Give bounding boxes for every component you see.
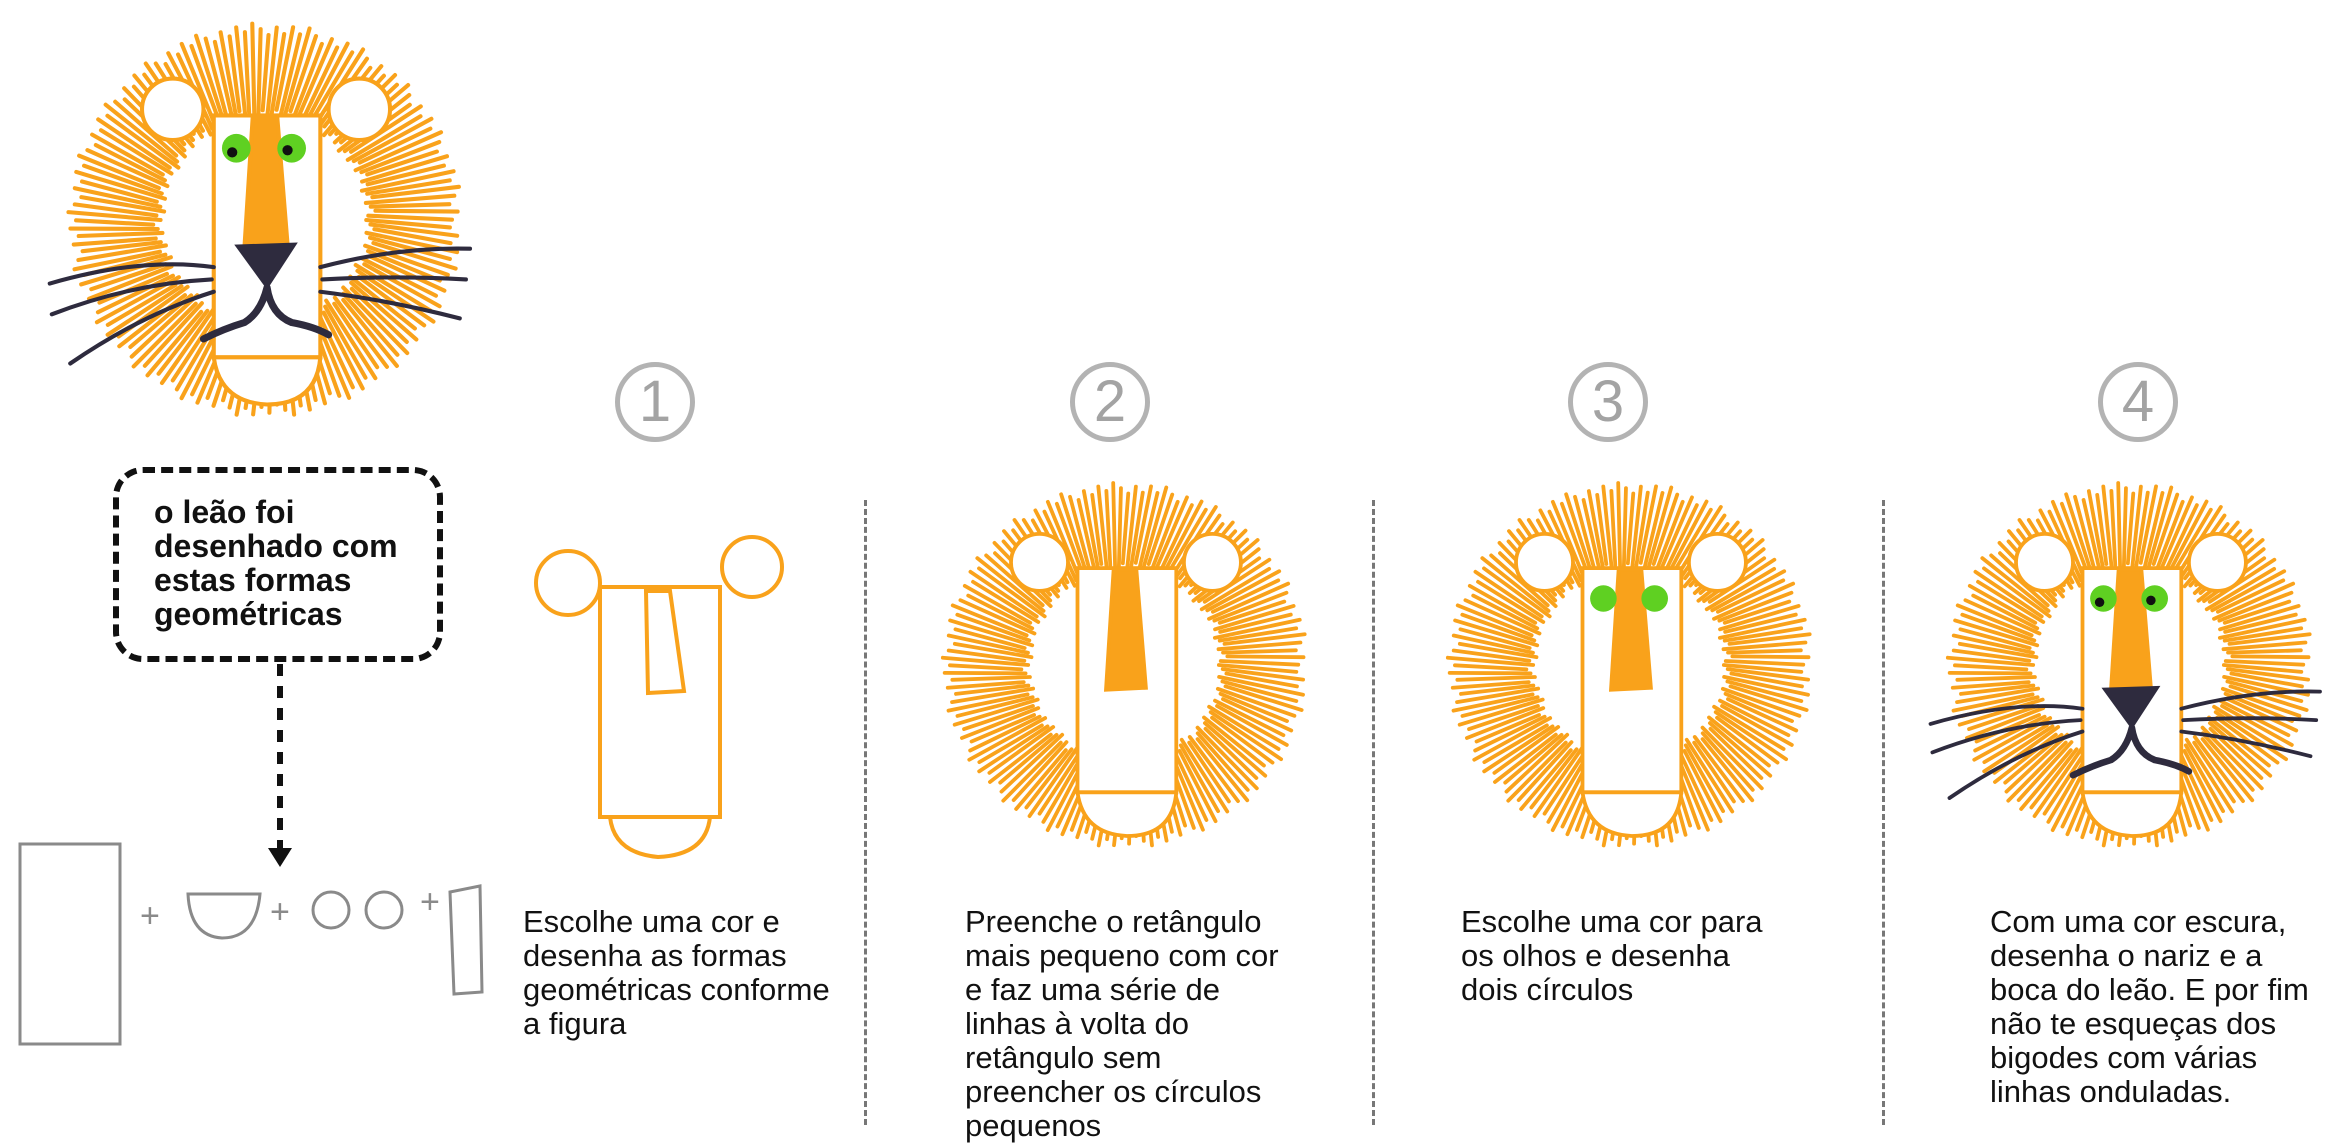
ear <box>534 549 602 617</box>
lion-illustration-step-3 <box>1445 481 1812 848</box>
mouth <box>199 284 333 343</box>
lion-illustration-step-4 <box>1928 481 2322 848</box>
nose-bridge <box>1608 568 1653 692</box>
arrow-down-icon <box>268 664 292 867</box>
step-4-number: 4 <box>2098 362 2178 442</box>
chin <box>2080 790 2184 838</box>
chin <box>1580 790 1684 838</box>
step-3-text: Escolhe uma cor para os olhos e desenha … <box>1461 904 1763 1007</box>
ear <box>720 535 784 599</box>
geometric-shapes <box>18 842 484 1046</box>
step-4-text: Com uma cor escura, desenha o nariz e a … <box>1990 904 2309 1109</box>
chin <box>211 355 323 407</box>
shape-circle-left <box>311 890 351 930</box>
pupil <box>2146 595 2156 606</box>
eye <box>1590 585 1617 612</box>
whiskers <box>1928 689 2322 800</box>
eye <box>221 133 251 163</box>
chin <box>607 815 713 860</box>
step-2-text: Preenche o retângulo mais pequeno com co… <box>965 904 1279 1143</box>
shape-circle-right <box>364 890 404 930</box>
face-rectangle <box>598 585 722 819</box>
lion-illustration-step-1 <box>534 535 784 860</box>
divider <box>864 500 867 1125</box>
eye <box>1641 585 1668 612</box>
mouth <box>2069 724 2193 779</box>
pupil <box>227 147 238 158</box>
ear <box>139 76 206 143</box>
shape-trapezoid <box>448 884 484 996</box>
divider <box>1372 500 1375 1125</box>
shape-semicircle <box>186 892 262 940</box>
pupil <box>282 145 293 156</box>
plus-sign: + <box>140 897 160 935</box>
shape-rectangle-large <box>18 842 122 1046</box>
divider <box>1882 500 1885 1125</box>
mane-strokes <box>940 481 1307 848</box>
plus-sign: + <box>270 893 290 931</box>
lion-illustration-step-2 <box>940 481 1307 848</box>
callout-box: o leão foi desenhado com estas formas ge… <box>113 467 443 662</box>
step-2-number: 2 <box>1070 362 1150 442</box>
nose <box>234 242 298 290</box>
lion-illustration-main <box>47 21 473 417</box>
step-3-number: 3 <box>1568 362 1648 442</box>
step-1-text: Escolhe uma cor e desenha as formas geom… <box>523 904 830 1041</box>
ear <box>1009 532 1070 593</box>
ear <box>2187 532 2248 593</box>
eye <box>2090 585 2117 612</box>
callout-text: o leão foi desenhado com estas formas ge… <box>154 494 398 632</box>
mane-strokes <box>66 21 461 417</box>
ear <box>1687 532 1748 593</box>
pupil <box>2094 597 2105 608</box>
step-1-number: 1 <box>615 362 695 442</box>
ear <box>1514 532 1575 593</box>
chin <box>1075 790 1179 838</box>
nose <box>2101 685 2161 730</box>
ear <box>326 76 393 143</box>
nose-bridge <box>1103 568 1148 692</box>
whiskers <box>47 246 473 366</box>
plus-sign: + <box>420 883 440 921</box>
ear <box>2014 532 2075 593</box>
nose-bridge <box>643 589 687 696</box>
ear <box>1182 532 1243 593</box>
